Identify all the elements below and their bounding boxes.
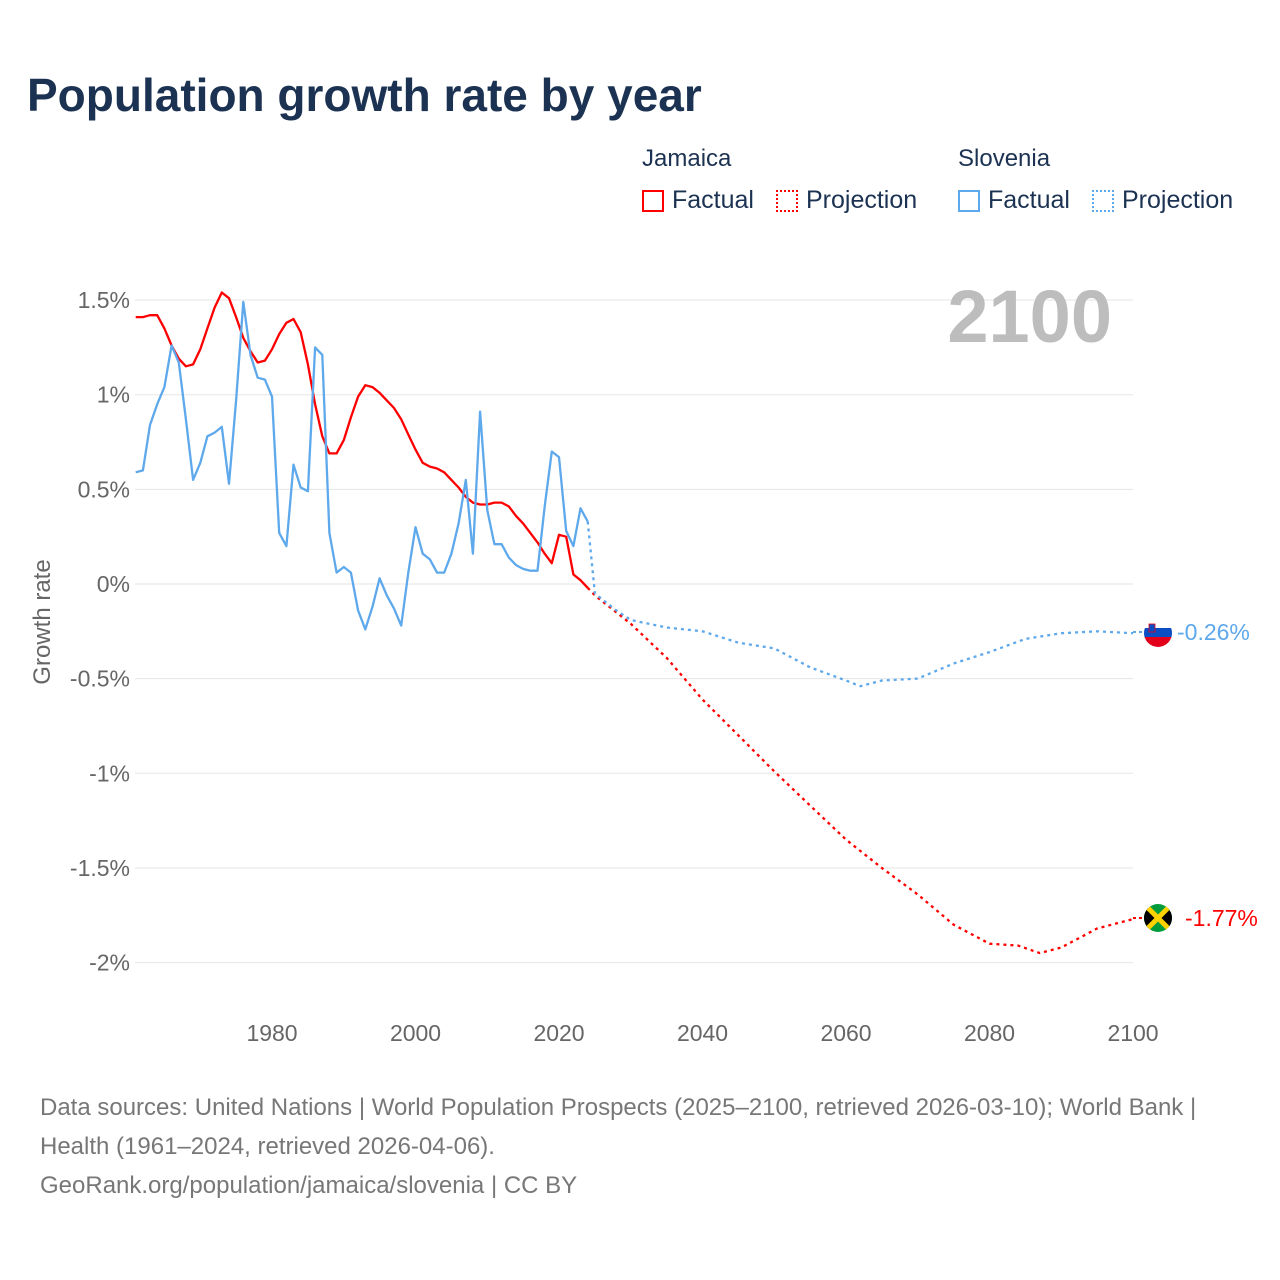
year-watermark: 2100 bbox=[947, 275, 1112, 358]
x-tick-label: 2080 bbox=[964, 1020, 1015, 1046]
slovenia-projection-line bbox=[586, 521, 1134, 688]
chart-title: Population growth rate by year bbox=[27, 69, 702, 121]
y-tick-label: -1% bbox=[89, 760, 130, 786]
legend-label: Factual bbox=[988, 186, 1070, 214]
sources-text: Data sources: United Nations | World Pop… bbox=[40, 1094, 1197, 1160]
x-tick-label: 2000 bbox=[390, 1020, 441, 1046]
legend-label: Projection bbox=[1122, 186, 1234, 214]
legend-group-slovenia: Slovenia bbox=[958, 145, 1051, 172]
legend-slovenia-projection[interactable]: Projection bbox=[1092, 186, 1233, 215]
x-tick-label: 1980 bbox=[246, 1020, 297, 1046]
legend-swatch-solid bbox=[642, 189, 664, 212]
legend-group-jamaica: Jamaica bbox=[642, 145, 732, 172]
sources-link[interactable]: GeoRank.org/population/jamaica/slovenia … bbox=[40, 1172, 578, 1199]
x-tick-label: 2020 bbox=[533, 1020, 584, 1046]
x-tick-label: 2060 bbox=[820, 1020, 871, 1046]
x-tick-label: 2040 bbox=[677, 1020, 728, 1046]
y-tick-label: 1% bbox=[97, 382, 130, 408]
jamaica-flag-icon bbox=[1144, 904, 1172, 932]
jamaica-factual-line bbox=[135, 291, 589, 589]
jamaica-projection-line bbox=[586, 587, 1134, 955]
y-tick-label: 0% bbox=[97, 571, 130, 597]
legend-swatch-dotted bbox=[1092, 189, 1114, 212]
slovenia-flag-icon bbox=[1144, 619, 1172, 647]
legend-label: Factual bbox=[672, 186, 754, 214]
legend-jamaica-projection[interactable]: Projection bbox=[776, 186, 917, 215]
y-tick-label: 0.5% bbox=[78, 476, 130, 502]
slovenia-factual-line bbox=[135, 300, 589, 631]
y-tick-label: 1.5% bbox=[78, 287, 130, 313]
y-tick-label: -0.5% bbox=[70, 666, 130, 692]
slovenia-end-label: -0.26% bbox=[1177, 619, 1250, 645]
y-axis-label: Growth rate bbox=[29, 559, 56, 684]
sources-footer: Data sources: United Nations | World Pop… bbox=[40, 1088, 1240, 1205]
line-chart: 1.5% 1% 0.5% 0% -0.5% -1% -1.5% -2% 1980 2000 2020… bbox=[29, 275, 1258, 1046]
legend-label: Projection bbox=[806, 186, 918, 214]
y-tick-label: -2% bbox=[89, 950, 130, 976]
legend-slovenia-factual[interactable]: Factual bbox=[958, 186, 1070, 215]
legend-swatch-dotted bbox=[776, 189, 798, 212]
y-tick-label: -1.5% bbox=[70, 855, 130, 881]
legend-jamaica-factual[interactable]: Factual bbox=[642, 186, 754, 215]
jamaica-end-label: -1.77% bbox=[1185, 905, 1258, 931]
legend-swatch-solid bbox=[958, 189, 980, 212]
x-tick-label: 2100 bbox=[1107, 1020, 1158, 1046]
